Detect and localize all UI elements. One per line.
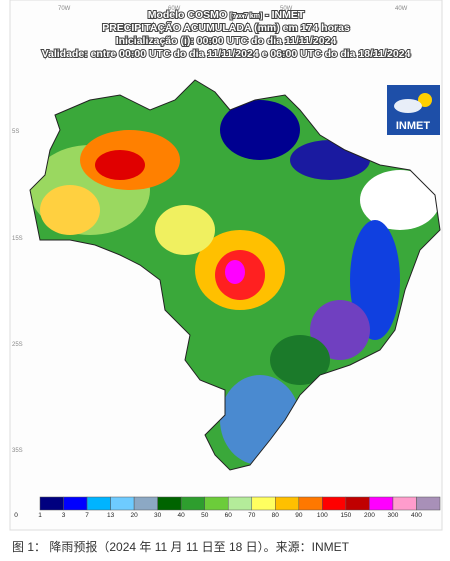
legend-swatch: [110, 496, 135, 511]
legend-swatch: [133, 496, 158, 511]
logo-text: INMET: [396, 120, 431, 132]
legend-tick-label: 400: [411, 512, 422, 519]
legend-swatch: [298, 496, 323, 511]
legend-swatch: [63, 496, 88, 511]
legend-tick-label: 100: [317, 512, 328, 519]
legend-tick-label: 13: [107, 512, 115, 519]
model: Modelo COSMO: [148, 9, 227, 21]
lon-label: 50W: [280, 6, 293, 12]
legend-swatch: [416, 496, 441, 511]
legend-tick-label: 40: [178, 512, 186, 519]
legend-swatch: [392, 496, 417, 511]
legend-tick-label: 150: [340, 512, 351, 519]
caption: 图 1： 降雨预报（2024 年 11 月 11 日至 18 日）。来源：INM…: [12, 539, 350, 554]
legend-tick-label: 300: [388, 512, 399, 519]
legend-swatch: [204, 496, 229, 511]
lat-label: 5S: [12, 129, 19, 135]
legend-swatch: [251, 496, 276, 511]
agency: - INMET: [265, 9, 305, 21]
legend-tick-label: 80: [272, 512, 280, 519]
legend: 0 1 3 7 13 20 30 40 50 60 70 80 90 100 150 200 300 400: [14, 496, 441, 519]
validity: Validade: entre 00:00 UTC do dia 11/11/2…: [42, 48, 411, 60]
init: Inicialização (i): 00:00 UTC do dia 11/1…: [116, 35, 337, 47]
legend-swatch: [369, 496, 394, 511]
lon-label: 60W: [168, 6, 181, 12]
legend-tick-label: 30: [154, 512, 162, 519]
legend-swatch: [39, 496, 64, 511]
legend-tick-label: 60: [225, 512, 233, 519]
logo: INMET: [387, 85, 440, 135]
legend-swatch: [322, 496, 347, 511]
title: PRECIPITAÇÃO ACUMULADA (mm) em 174 horas: [102, 21, 350, 34]
lat-label: 25S: [12, 342, 23, 348]
legend-swatch: [86, 496, 111, 511]
legend-swatch: [275, 496, 300, 511]
lon-label: 70W: [58, 6, 71, 12]
legend-tick-label: 20: [131, 512, 139, 519]
legend-swatch: [180, 496, 205, 511]
legend-tick-label: 70: [248, 512, 256, 519]
legend-tick-label: 50: [201, 512, 209, 519]
legend-tick-label: 7: [85, 512, 89, 519]
legend-tick-label: 0: [14, 512, 18, 519]
lat-label: 15S: [12, 236, 23, 242]
lat-label: 35S: [12, 448, 23, 454]
lon-label: 40W: [395, 6, 408, 12]
legend-swatch: [345, 496, 370, 511]
legend-tick-label: 1: [38, 512, 42, 519]
resolution: [7 x 7 km]: [230, 13, 262, 20]
legend-tick-label: 3: [62, 512, 66, 519]
legend-swatch: [227, 496, 253, 511]
legend-tick-label: 90: [295, 512, 303, 519]
legend-tick-label: 200: [364, 512, 375, 519]
model-line: Modelo COSMO [7 x 7 km] - INMET: [148, 9, 305, 21]
legend-swatch: [157, 496, 182, 511]
